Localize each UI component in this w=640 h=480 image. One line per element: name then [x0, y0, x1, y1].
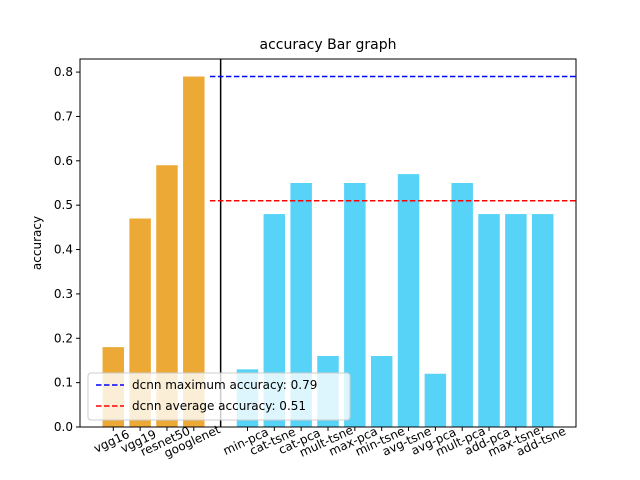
legend-label: dcnn average accuracy: 0.51: [132, 399, 306, 413]
y-tick-label: 0.0: [54, 420, 73, 434]
y-tick-label: 0.5: [54, 198, 73, 212]
bar: [424, 373, 447, 427]
bar: [370, 356, 393, 427]
legend: dcnn maximum accuracy: 0.79 dcnn average …: [87, 372, 351, 421]
legend-label: dcnn maximum accuracy: 0.79: [132, 378, 317, 392]
y-tick-label: 0.4: [54, 243, 73, 257]
y-tick-label: 0.2: [54, 331, 73, 345]
bar: [397, 174, 420, 427]
bar: [505, 214, 527, 427]
legend-box: [87, 372, 351, 421]
bar: [183, 76, 205, 428]
chart-title: accuracy Bar graph: [260, 37, 397, 53]
bar: [344, 182, 366, 427]
y-axis-label: accuracy: [30, 216, 44, 270]
bar: [478, 214, 500, 427]
bar: [451, 182, 473, 427]
y-tick-label: 0.1: [54, 376, 73, 390]
y-tick-label: 0.8: [54, 65, 73, 79]
bar: [156, 165, 178, 427]
y-tick-label: 0.6: [54, 154, 73, 168]
y-tick-label: 0.7: [54, 109, 73, 123]
bar: [531, 214, 554, 427]
bar: [290, 182, 312, 427]
y-tick-label: 0.3: [54, 287, 73, 301]
plot-frame: [79, 58, 577, 428]
